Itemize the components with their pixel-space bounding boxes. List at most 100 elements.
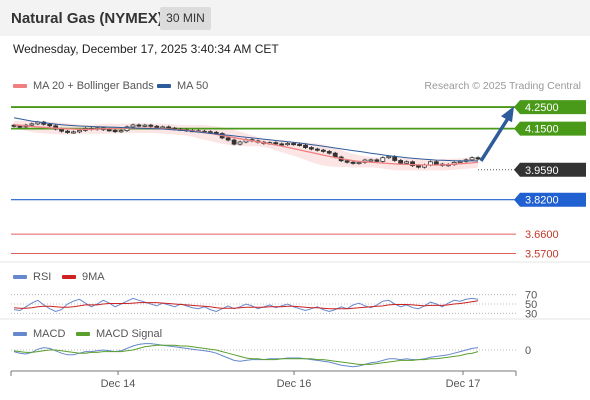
tag-label-pivot: 3.8200 — [525, 195, 559, 207]
tag-bg-resistance1 — [514, 121, 586, 136]
candle — [142, 123, 148, 128]
candle-body — [142, 124, 148, 127]
candle-body — [225, 137, 231, 141]
candle-body — [112, 129, 118, 133]
candle — [285, 142, 291, 146]
rsi-level-label: 50 — [525, 299, 537, 311]
candle-body — [368, 159, 374, 162]
candle-body — [344, 160, 350, 163]
candle-body — [279, 143, 285, 146]
candle-body — [29, 123, 35, 126]
candle-body — [118, 130, 124, 133]
candle-body — [309, 147, 314, 150]
candle — [380, 156, 386, 163]
tag-bg-pivot — [514, 192, 586, 207]
candle-body — [285, 143, 291, 146]
candle-body — [350, 161, 356, 164]
legend-ma20: MA 20 + Bollinger Bands — [13, 80, 154, 92]
legend-ma50-label: MA 50 — [177, 80, 209, 92]
ma9-swatch-icon — [62, 275, 76, 280]
candle — [237, 140, 243, 146]
instrument-title: Natural Gas (NYMEX) — [11, 10, 163, 27]
candle-body — [410, 161, 415, 167]
candle — [231, 138, 237, 146]
bollinger-bands — [14, 120, 478, 171]
candle — [297, 143, 302, 147]
candle — [118, 129, 124, 133]
candle — [130, 123, 136, 129]
legend-macd-label: MACD — [33, 328, 66, 340]
ma20-line — [13, 124, 479, 166]
candle-body — [326, 151, 332, 154]
candle-body — [148, 124, 154, 127]
candle-body — [475, 157, 481, 160]
candle-body — [106, 129, 112, 132]
bollinger-band-area — [14, 120, 478, 171]
candle — [65, 129, 70, 134]
candle-body — [231, 139, 237, 145]
rsi-swatch-icon — [13, 275, 27, 280]
candle-body — [303, 144, 308, 148]
candle-body — [416, 165, 421, 168]
candle-body — [166, 126, 172, 129]
signal-swatch-icon — [76, 332, 90, 337]
candle — [469, 156, 475, 162]
candle — [410, 160, 415, 167]
tag-resistance1: 4.1500 — [514, 121, 586, 136]
arrow-head — [501, 106, 514, 123]
candle-body — [356, 162, 362, 165]
candle-body — [77, 129, 82, 133]
legend-macd: MACD — [13, 328, 65, 340]
tag-label-current: 3.9590 — [525, 165, 559, 177]
candle — [148, 123, 154, 128]
candle — [29, 122, 35, 127]
datetime-label: Wednesday, December 17, 2025 3:40:34 AM … — [13, 42, 279, 56]
macd-zero-label: 0 — [525, 345, 531, 357]
tag-current: 3.9590 — [514, 162, 586, 177]
candle-body — [136, 124, 142, 127]
tag-bg-current — [514, 162, 586, 177]
candle — [279, 142, 285, 146]
legend-rsi: RSI — [13, 271, 51, 283]
candle-body — [17, 125, 23, 128]
candle — [71, 130, 76, 134]
candle — [136, 123, 142, 128]
candle-body — [154, 125, 160, 128]
candle — [350, 160, 356, 165]
timeframe-badge[interactable]: 30 MIN — [160, 7, 211, 30]
tag-label-support2: 3.5700 — [525, 249, 559, 261]
candle-body — [130, 124, 136, 128]
candle-body — [404, 161, 410, 164]
arrow-shaft — [479, 117, 510, 162]
candle — [326, 150, 332, 155]
x-axis-label: Dec 17 — [446, 378, 481, 390]
rsi-level-label: 70 — [525, 290, 537, 302]
tag-resistance2: 4.2500 — [514, 100, 586, 115]
legend-ma50: MA 50 — [157, 80, 208, 92]
tag-pivot: 3.8200 — [514, 192, 586, 207]
candle-body — [457, 160, 463, 163]
candle-body — [374, 159, 380, 162]
candle-body — [291, 143, 296, 146]
candle-body — [398, 160, 404, 164]
rsi-ma9-line — [13, 300, 479, 310]
candle-body — [386, 155, 392, 159]
candle-body — [380, 157, 386, 162]
legend-ma20-label: MA 20 + Bollinger Bands — [33, 80, 154, 92]
macd-signal-line — [13, 344, 479, 365]
legend-signal-label: MACD Signal — [96, 328, 163, 340]
x-axis-label: Dec 14 — [101, 378, 136, 390]
tag-label-resistance2: 4.2500 — [525, 102, 559, 114]
candle — [225, 136, 231, 142]
candle-body — [273, 142, 279, 145]
candle-body — [332, 152, 338, 158]
tag-label-resistance1: 4.1500 — [525, 124, 559, 136]
ma50-swatch-icon — [157, 84, 171, 89]
candle-body — [433, 161, 439, 165]
candle-body — [71, 131, 76, 134]
candle-body — [237, 141, 243, 145]
candle — [475, 156, 481, 161]
candle — [303, 143, 308, 149]
